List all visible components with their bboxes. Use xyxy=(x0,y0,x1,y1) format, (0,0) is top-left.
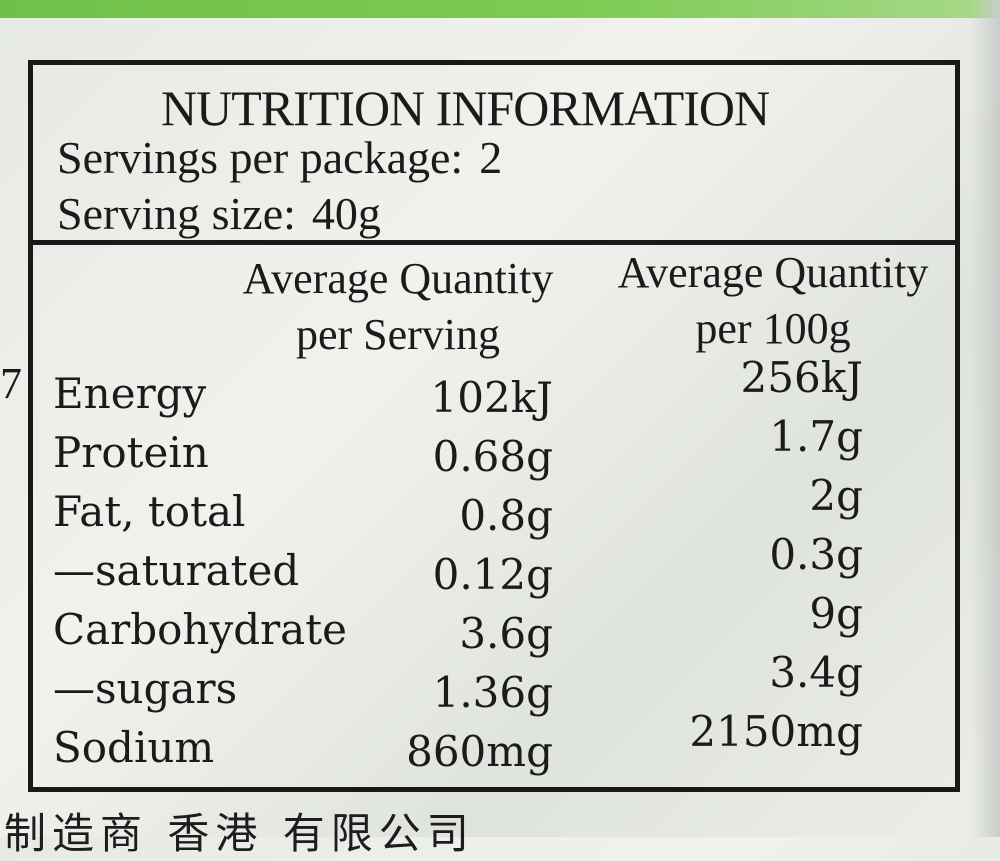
per-serving-value: 3.6g xyxy=(459,609,553,658)
column-header-per-serving: Average Quantity per Serving xyxy=(213,251,583,363)
per-serving-value: 102kJ xyxy=(430,373,553,422)
nutrient-rows: Energy 102kJ 256kJ Protein 0.68g 1.7g Fa… xyxy=(33,353,955,782)
per-serving-value: 1.36g xyxy=(432,668,553,717)
margin-digit: 7 xyxy=(0,359,22,408)
nutrient-name: Carbohydrate xyxy=(53,605,347,654)
column-header-per-100g-line1: Average Quantity xyxy=(617,248,929,297)
per-100g-value: 2150mg xyxy=(689,707,863,756)
nutrient-name: Sodium xyxy=(53,723,215,772)
column-header-per-100g: Average Quantity per 100g xyxy=(593,245,953,357)
nutrient-row-energy: Energy 102kJ 256kJ xyxy=(33,353,955,428)
package-edge-shadow xyxy=(970,0,1000,837)
column-header-per-serving-line1: Average Quantity xyxy=(242,254,554,303)
column-header-per-100g-line2: per 100g xyxy=(695,304,851,353)
nutrition-panel: NUTRITION INFORMATION Servings per packa… xyxy=(28,60,960,792)
per-serving-value: 860mg xyxy=(406,727,553,776)
nutrient-name: Fat, total xyxy=(53,487,246,536)
nutrient-row-protein: Protein 0.68g 1.7g xyxy=(33,412,955,487)
manufacturer-text: 制造商 香港 有限公司 xyxy=(4,809,475,858)
package-green-band xyxy=(0,0,1000,18)
nutrient-row-sodium: Sodium 860mg 2150mg xyxy=(33,707,955,782)
per-100g-value: 256kJ xyxy=(740,353,863,402)
nutrient-row-fat-total: Fat, total 0.8g 2g xyxy=(33,471,955,546)
nutrient-row-saturated: —saturated 0.12g 0.3g xyxy=(33,530,955,605)
nutrient-row-carbohydrate: Carbohydrate 3.6g 9g xyxy=(33,589,955,664)
nutrient-name: Energy xyxy=(53,369,207,418)
nutrition-header: NUTRITION INFORMATION Servings per packa… xyxy=(33,65,955,245)
per-100g-value: 2g xyxy=(809,471,863,520)
nutrition-title: NUTRITION INFORMATION xyxy=(161,80,770,136)
per-serving-value: 0.8g xyxy=(459,491,553,540)
per-100g-value: 1.7g xyxy=(769,412,863,461)
serving-size-label: Serving size: xyxy=(57,188,296,239)
nutrient-name: Protein xyxy=(53,428,209,477)
serving-size-value: 40g xyxy=(311,188,381,239)
per-100g-value: 3.4g xyxy=(769,648,863,697)
nutrient-name: —sugars xyxy=(53,664,238,713)
per-serving-value: 0.68g xyxy=(432,432,553,481)
nutrient-row-sugars: —sugars 1.36g 3.4g xyxy=(33,648,955,723)
per-serving-value: 0.12g xyxy=(432,550,553,599)
servings-per-package-value: 2 xyxy=(479,132,503,183)
nutrient-name: —saturated xyxy=(53,546,300,595)
per-100g-value: 0.3g xyxy=(769,530,863,579)
servings-per-package-row: Servings per package: 2 xyxy=(57,131,502,184)
column-header-per-serving-line2: per Serving xyxy=(295,310,501,359)
per-100g-value: 9g xyxy=(809,589,863,638)
servings-per-package-label: Servings per package: xyxy=(57,132,464,183)
serving-size-row: Serving size: 40g xyxy=(57,187,381,240)
